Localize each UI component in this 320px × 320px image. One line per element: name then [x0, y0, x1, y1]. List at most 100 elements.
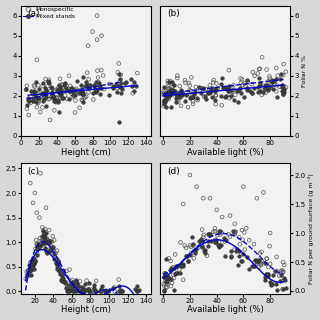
Point: [64, 84, 69, 89]
Point: [244, 85, 249, 91]
Point: [198, 237, 203, 242]
Point: [187, 252, 192, 257]
Point: [66, 289, 71, 294]
Point: [132, 79, 137, 84]
Point: [162, 90, 167, 95]
Point: [222, 86, 227, 91]
Point: [94, 88, 100, 93]
Point: [68, 87, 74, 92]
Point: [262, 277, 267, 282]
Point: [211, 80, 216, 85]
Point: [227, 96, 232, 101]
Point: [45, 84, 50, 89]
Point: [250, 69, 255, 75]
Point: [224, 237, 229, 242]
Point: [96, 80, 101, 85]
Point: [44, 88, 49, 93]
Point: [25, 268, 30, 273]
Point: [169, 89, 174, 94]
Point: [31, 262, 36, 267]
Point: [207, 231, 212, 236]
Point: [255, 84, 260, 90]
Point: [258, 82, 263, 87]
Point: [68, 286, 74, 292]
Point: [213, 240, 218, 245]
Point: [54, 96, 60, 101]
Point: [35, 252, 40, 258]
Point: [32, 257, 37, 262]
Point: [234, 246, 239, 252]
Point: [280, 91, 285, 96]
Point: [54, 248, 60, 253]
Point: [36, 241, 41, 246]
Point: [34, 94, 39, 100]
Point: [89, 287, 94, 292]
Point: [226, 232, 231, 237]
Point: [168, 104, 173, 109]
Point: [73, 98, 78, 103]
Point: [165, 282, 170, 287]
Point: [274, 83, 279, 88]
Point: [33, 246, 38, 251]
Point: [167, 92, 172, 97]
Point: [249, 90, 254, 95]
Point: [265, 85, 270, 90]
Point: [191, 256, 196, 261]
Point: [226, 88, 231, 93]
Point: [43, 237, 48, 243]
Point: [268, 261, 273, 267]
Point: [203, 86, 208, 92]
Point: [42, 245, 47, 250]
Point: [40, 81, 45, 86]
Point: [264, 273, 269, 278]
Point: [258, 81, 263, 86]
Point: [68, 279, 74, 284]
Point: [99, 85, 104, 91]
Point: [100, 73, 106, 78]
Point: [169, 81, 174, 86]
Point: [51, 251, 56, 256]
X-axis label: Height (cm): Height (cm): [61, 148, 111, 156]
Point: [266, 84, 271, 89]
Point: [80, 92, 85, 97]
Point: [283, 277, 288, 283]
Point: [41, 233, 46, 238]
Point: [234, 89, 239, 94]
Point: [80, 98, 85, 103]
Point: [212, 89, 218, 94]
Point: [197, 84, 202, 90]
Point: [171, 272, 176, 277]
Point: [44, 248, 49, 253]
Point: [28, 180, 33, 186]
Point: [88, 289, 93, 294]
Point: [196, 245, 201, 250]
Point: [266, 272, 271, 277]
Point: [83, 84, 88, 89]
Point: [90, 90, 95, 95]
Point: [173, 252, 178, 257]
Point: [52, 99, 57, 104]
Point: [44, 95, 49, 100]
Point: [189, 92, 195, 97]
Point: [249, 82, 254, 87]
Point: [42, 86, 47, 91]
Point: [197, 238, 202, 244]
Point: [117, 119, 122, 124]
Point: [212, 226, 218, 231]
Point: [45, 240, 50, 245]
Point: [256, 264, 261, 269]
Point: [174, 270, 179, 275]
Point: [46, 77, 52, 82]
Point: [266, 84, 271, 90]
Point: [42, 96, 47, 101]
Point: [99, 286, 104, 291]
Point: [119, 86, 124, 91]
Point: [35, 245, 40, 250]
Point: [99, 33, 104, 38]
Point: [189, 75, 194, 80]
Point: [225, 86, 230, 91]
Point: [281, 260, 286, 265]
Point: [182, 78, 188, 83]
Point: [58, 87, 63, 92]
Point: [175, 73, 180, 78]
